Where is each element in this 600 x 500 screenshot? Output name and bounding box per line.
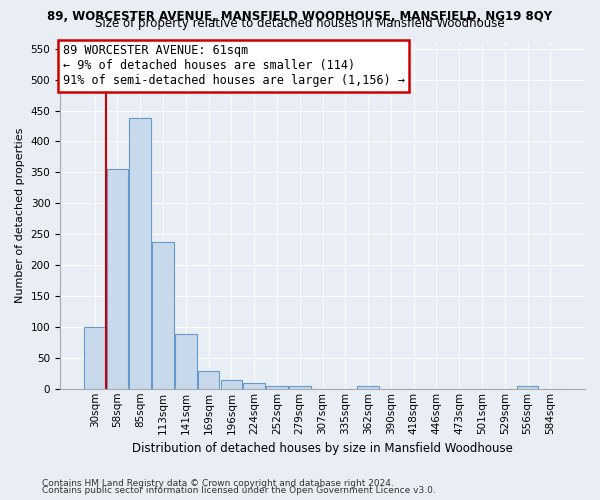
X-axis label: Distribution of detached houses by size in Mansfield Woodhouse: Distribution of detached houses by size … [132,442,513,455]
Bar [130,118,151,389]
Bar [107,170,128,389]
Bar [175,334,197,389]
Bar [517,386,538,389]
Bar [266,386,288,389]
Bar [357,386,379,389]
Text: 89 WORCESTER AVENUE: 61sqm
← 9% of detached houses are smaller (114)
91% of semi: 89 WORCESTER AVENUE: 61sqm ← 9% of detac… [62,44,404,87]
Text: Contains public sector information licensed under the Open Government Licence v3: Contains public sector information licen… [42,486,436,495]
Bar [244,383,265,389]
Text: Contains HM Land Registry data © Crown copyright and database right 2024.: Contains HM Land Registry data © Crown c… [42,478,394,488]
Y-axis label: Number of detached properties: Number of detached properties [15,128,25,304]
Bar [221,380,242,389]
Text: Size of property relative to detached houses in Mansfield Woodhouse: Size of property relative to detached ho… [95,18,505,30]
Bar [84,327,106,389]
Bar [198,371,220,389]
Text: 89, WORCESTER AVENUE, MANSFIELD WOODHOUSE, MANSFIELD, NG19 8QY: 89, WORCESTER AVENUE, MANSFIELD WOODHOUS… [47,10,553,23]
Bar [289,386,311,389]
Bar [152,242,174,389]
